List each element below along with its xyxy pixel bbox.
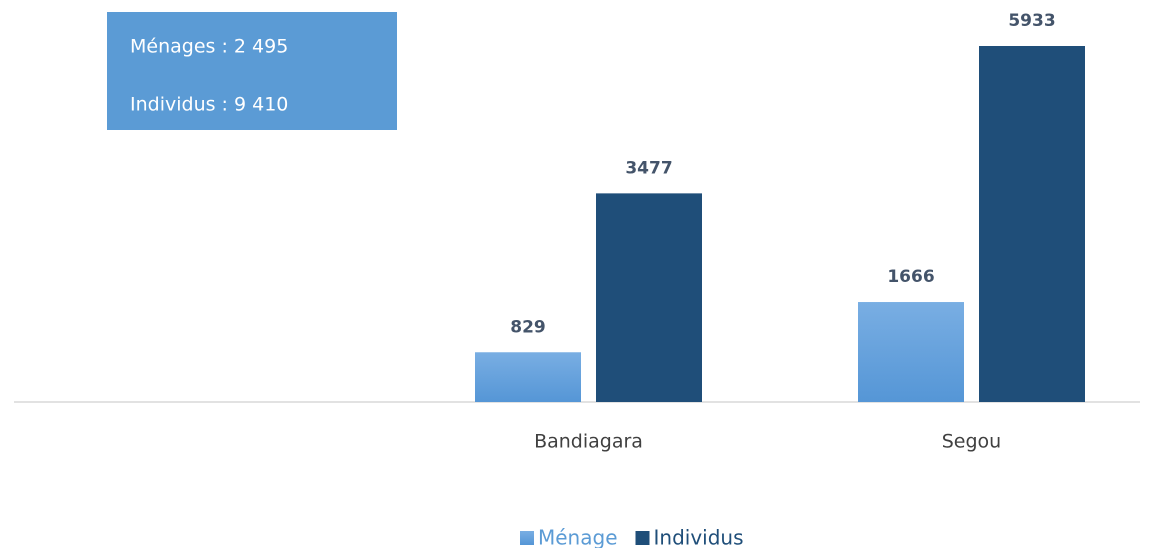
bar	[858, 302, 964, 402]
annotation: Individus : 9 410	[130, 94, 288, 116]
legend-swatch	[635, 531, 650, 545]
bar	[596, 193, 702, 402]
data-label: 1666	[887, 267, 934, 287]
x-tick-label: Bandiagara	[534, 431, 643, 453]
data-label: 829	[510, 317, 546, 337]
legend-swatch	[520, 531, 534, 545]
annotation-box	[107, 12, 397, 130]
bar	[475, 352, 581, 402]
legend-label: Ménage	[538, 526, 618, 548]
bar	[979, 46, 1085, 402]
data-label: 3477	[625, 158, 672, 178]
data-label: 5933	[1008, 11, 1055, 31]
legend-label: Individus	[654, 526, 744, 548]
annotation: Ménages : 2 495	[130, 36, 288, 58]
x-tick-label: Segou	[942, 431, 1001, 453]
